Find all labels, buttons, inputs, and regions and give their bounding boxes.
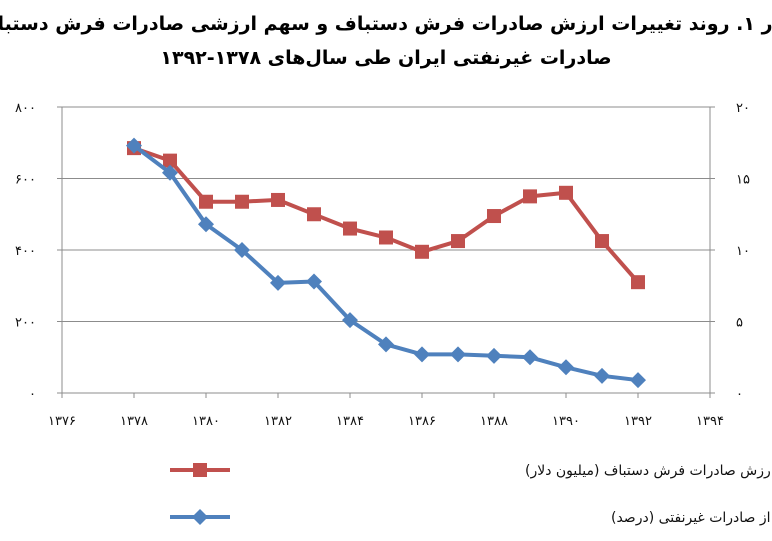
data-point-diamond bbox=[594, 367, 610, 384]
x-tick-label: ۱۳۹۴ bbox=[696, 414, 724, 429]
data-point-diamond bbox=[486, 347, 502, 364]
data-point-square bbox=[235, 194, 249, 209]
chart-title-line-1: نمودار ۱. روند تغییرات ارزش صادرات فرش د… bbox=[0, 13, 772, 35]
y-axis-right: ۰ ۵ ۱۰ ۱۵ ۲۰ bbox=[709, 101, 750, 402]
x-tick-label: ۱۳۷۸ bbox=[120, 414, 148, 429]
x-tick-label: ۱۳۹۲ bbox=[624, 414, 652, 429]
legend-item-export-value: ارزش صادرات فرش دستباف (میلیون دلار) bbox=[170, 463, 772, 479]
x-tick-label: ۱۳۸۴ bbox=[336, 414, 364, 429]
data-point-diamond bbox=[234, 242, 250, 258]
x-tick-label: ۱۳۸۲ bbox=[264, 414, 292, 429]
data-point-square bbox=[451, 234, 465, 249]
y-right-tick-label: ۱۰ bbox=[736, 244, 750, 259]
y-left-tick-label: ۴۰۰ bbox=[15, 244, 36, 259]
y-left-tick-label: ۰ bbox=[29, 387, 36, 402]
data-point-diamond bbox=[414, 346, 430, 363]
data-point-square bbox=[343, 221, 357, 236]
data-point-diamond bbox=[558, 359, 574, 376]
x-tick-label: ۱۳۸۸ bbox=[480, 414, 508, 429]
data-point-square bbox=[163, 153, 177, 168]
y-right-tick-label: ۰ bbox=[736, 387, 743, 402]
legend-item-export-share: سهم صادرات فرش دستباف از صادرات غیرنفتی … bbox=[170, 509, 772, 526]
data-point-square bbox=[631, 275, 645, 290]
data-point-diamond bbox=[378, 336, 394, 353]
data-point-diamond bbox=[126, 137, 142, 154]
y-right-tick-label: ۵ bbox=[736, 316, 743, 331]
data-point-diamond bbox=[342, 312, 358, 329]
legend: ارزش صادرات فرش دستباف (میلیون دلار) سهم… bbox=[170, 463, 772, 526]
data-point-diamond bbox=[522, 349, 538, 366]
data-point-diamond bbox=[270, 274, 286, 291]
y-right-tick-label: ۱۵ bbox=[736, 173, 750, 188]
data-point-diamond bbox=[162, 164, 178, 181]
legend-label-export-value: ارزش صادرات فرش دستباف (میلیون دلار) bbox=[525, 463, 772, 479]
plot-series bbox=[126, 137, 646, 389]
x-tick-label: ۱۳۷۶ bbox=[48, 414, 76, 429]
data-point-diamond bbox=[198, 216, 214, 233]
x-tick-label: ۱۳۸۶ bbox=[408, 414, 436, 429]
y-right-tick-label: ۲۰ bbox=[736, 101, 750, 116]
data-point-diamond bbox=[306, 273, 322, 290]
data-point-square bbox=[379, 230, 393, 245]
x-tick-label: ۱۳۸۰ bbox=[192, 414, 220, 429]
data-point-square bbox=[271, 192, 285, 207]
series-line-1 bbox=[133, 146, 640, 284]
data-point-square bbox=[523, 189, 537, 204]
legend-label-export-share: سهم صادرات فرش دستباف از صادرات غیرنفتی … bbox=[611, 510, 772, 526]
legend-marker-diamond bbox=[192, 509, 208, 525]
data-point-square bbox=[307, 207, 321, 222]
chart-title-line-2: صادرات غیرنفتی ایران طی سال‌های ۱۳۷۸-۱۳۹… bbox=[160, 47, 611, 69]
data-point-square bbox=[415, 244, 429, 259]
y-left-tick-label: ۸۰۰ bbox=[15, 101, 36, 116]
data-point-square bbox=[595, 234, 609, 249]
data-point-diamond bbox=[630, 372, 646, 389]
x-axis: ۱۳۷۶ ۱۳۷۸ ۱۳۸۰ ۱۳۸۲ ۱۳۸۴ ۱۳۸۶ ۱۳۸۸ ۱۳۹۰ ۱۳۹۲ ۱۳۹۴ bbox=[48, 392, 724, 429]
data-point-square bbox=[559, 185, 573, 200]
data-point-square bbox=[199, 194, 213, 209]
data-point-square bbox=[487, 209, 501, 224]
x-tick-label: ۱۳۹۰ bbox=[552, 414, 580, 429]
y-left-tick-label: ۶۰۰ bbox=[15, 173, 36, 188]
legend-marker-square bbox=[193, 463, 207, 477]
data-point-diamond bbox=[450, 346, 466, 363]
y-left-tick-label: ۲۰۰ bbox=[15, 316, 36, 331]
y-axis-left: ۰ ۲۰۰ ۴۰۰ ۶۰۰ ۸۰۰ bbox=[15, 101, 63, 402]
